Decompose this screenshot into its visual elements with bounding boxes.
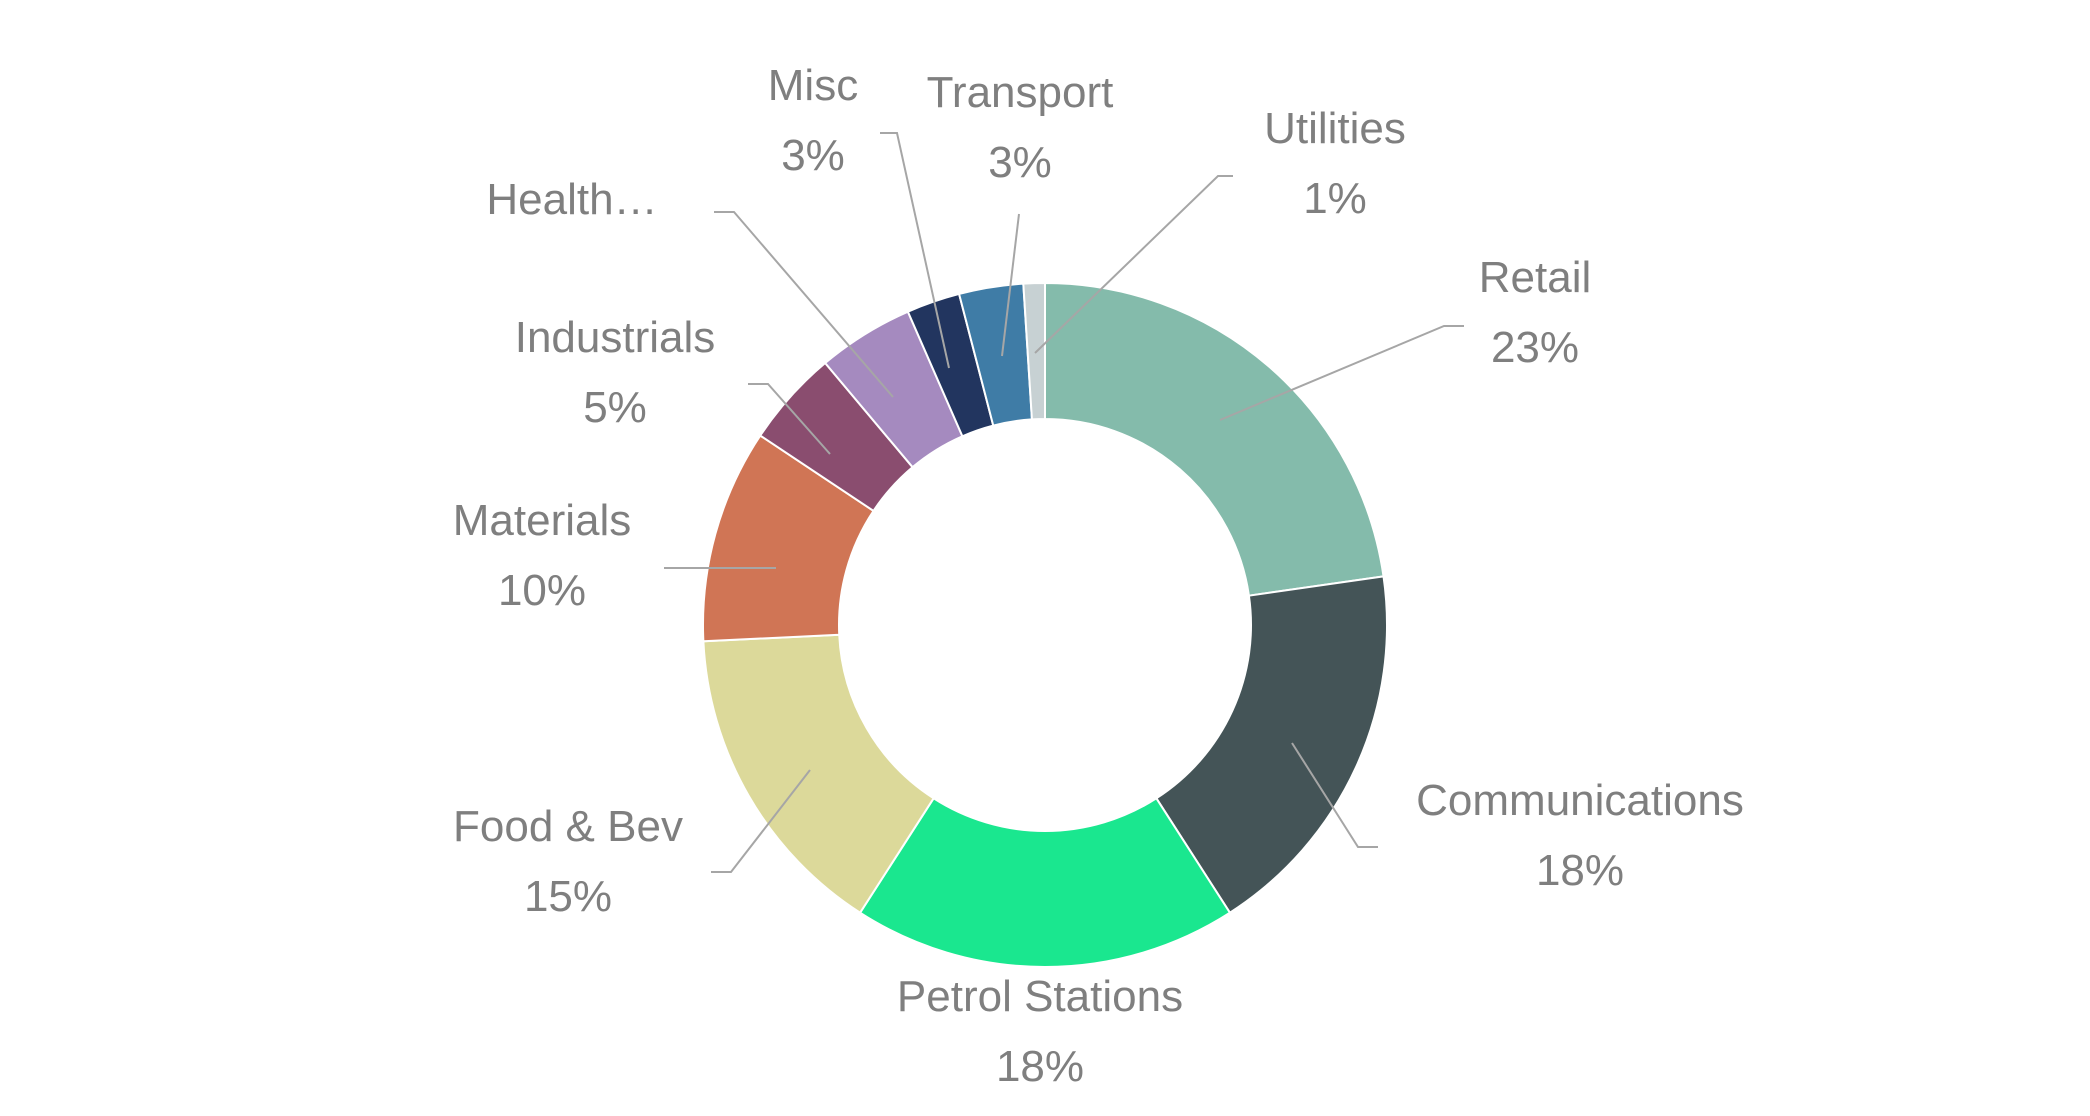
slices-group (702, 281, 1388, 969)
category-label-misc: Misc (768, 61, 858, 110)
percent-label-utilities: 1% (1303, 174, 1367, 223)
leader-line-communications (1291, 742, 1378, 848)
percent-label-retail: 23% (1491, 323, 1579, 372)
leader-line-transport (1001, 213, 1020, 357)
percent-label-misc: 3% (781, 131, 845, 180)
slice-utilities (1022, 281, 1046, 421)
category-label-transport: Transport (927, 68, 1114, 117)
slice-communications (1154, 575, 1388, 915)
leader-line-industrials (748, 383, 831, 455)
labels-group: Retail 23% Communications 18% Petrol Station… (453, 61, 1744, 1091)
category-label-industrials: Industrials (515, 313, 716, 362)
percent-label-food-and-bev: 15% (524, 872, 612, 921)
leader-line-food-and-bev (711, 769, 811, 873)
slice-petrol-stations (858, 796, 1232, 969)
category-label-communications: Communications (1416, 776, 1744, 825)
slice-food-and-bev (702, 633, 936, 915)
percent-label-communications: 18% (1536, 846, 1624, 895)
leader-lines-group (664, 132, 1464, 873)
category-label-retail: Retail (1479, 253, 1592, 302)
category-label-petrol-stations: Petrol Stations (897, 972, 1183, 1021)
category-label-health: Health… (486, 175, 657, 224)
leader-line-retail (1219, 325, 1464, 421)
leader-line-misc (880, 132, 950, 369)
percent-label-industrials: 5% (583, 383, 647, 432)
leader-line-utilities (1034, 175, 1233, 354)
percent-label-petrol-stations: 18% (996, 1042, 1084, 1091)
percent-label-materials: 10% (498, 566, 586, 615)
leader-line-health (714, 211, 894, 398)
category-label-utilities: Utilities (1264, 104, 1406, 153)
category-label-food-and-bev: Food & Bev (453, 802, 683, 851)
category-label-materials: Materials (453, 496, 632, 545)
percent-label-transport: 3% (988, 138, 1052, 187)
slice-retail (1044, 281, 1385, 597)
